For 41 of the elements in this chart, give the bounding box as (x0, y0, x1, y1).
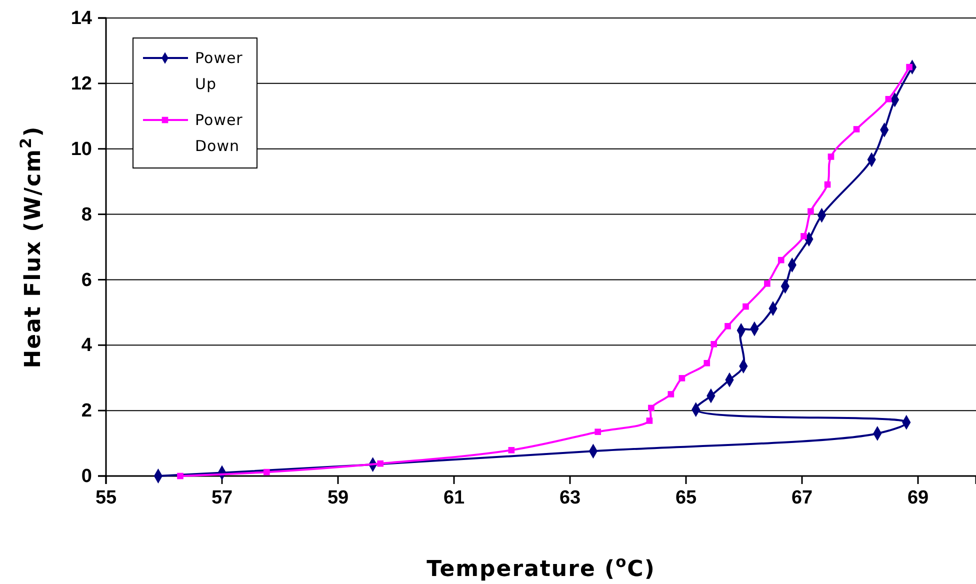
point (508, 446, 515, 454)
y-tick-label: 4 (81, 335, 92, 356)
x-tick-label: 67 (791, 487, 813, 508)
point (906, 64, 912, 70)
point (808, 208, 814, 215)
y-tick-label: 6 (81, 270, 92, 291)
y-tick-label: 12 (70, 74, 92, 95)
point (828, 154, 834, 160)
point (824, 181, 831, 188)
point (264, 468, 270, 476)
legend-label: Power Down (195, 111, 244, 155)
y-tick-label: 8 (81, 204, 92, 226)
y-tick-label: 14 (70, 8, 92, 30)
x-tick-label: 61 (443, 487, 465, 508)
point (377, 460, 384, 467)
point (704, 360, 710, 366)
point (646, 418, 653, 424)
x-axis-title: Temperature ($^{o}$C) (426, 553, 656, 582)
point (742, 303, 749, 310)
x-tick-label: 63 (559, 487, 581, 508)
y-tick-label: 0 (81, 466, 92, 488)
point (724, 323, 731, 330)
x-tick-label: 55 (95, 487, 117, 508)
y-tick-label: 2 (81, 400, 92, 422)
point (778, 256, 784, 264)
point (678, 375, 686, 382)
point (764, 280, 770, 287)
x-tick-label: 65 (675, 487, 697, 508)
point (853, 126, 860, 132)
x-tick-label: 59 (327, 487, 349, 508)
x-tick-label: 57 (211, 487, 233, 508)
point (885, 96, 892, 102)
point (177, 472, 184, 480)
y-tick-label: 10 (70, 138, 92, 160)
point (800, 233, 807, 240)
point (648, 404, 654, 412)
point (668, 391, 674, 398)
point (710, 341, 718, 348)
legend-label: Power Up (195, 49, 244, 93)
point (594, 428, 602, 435)
x-tick-label: 69 (907, 487, 929, 508)
